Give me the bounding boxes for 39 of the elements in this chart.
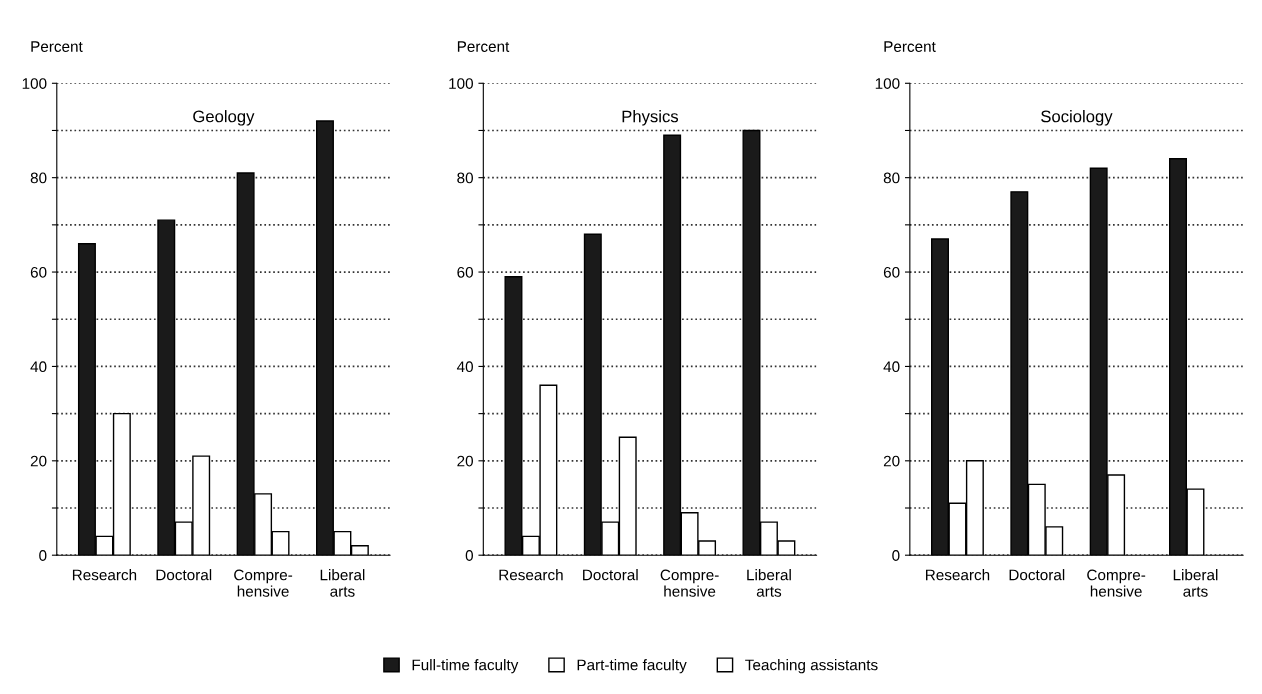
y-tick-label: 20 (30, 455, 47, 467)
y-tick-label: 20 (883, 455, 900, 467)
y-tick-label: 0 (39, 550, 47, 561)
x-tick-label: Liberal arts (1173, 569, 1218, 597)
y-tick-label: 0 (892, 550, 900, 561)
y-tick-label: 40 (883, 361, 900, 373)
x-tick-label: Doctoral (156, 569, 212, 581)
y-tick-label: 40 (30, 361, 47, 373)
y-tick-label: 20 (457, 455, 473, 467)
y-tick-label: 80 (457, 172, 473, 184)
legend-label: Full-time faculty (412, 659, 519, 674)
x-tick-label: Compre- hensive (1087, 569, 1146, 597)
x-tick-label: Research (926, 569, 990, 581)
y-tick-label: 100 (875, 78, 900, 89)
text: Sociology (1041, 110, 1113, 126)
y-tick-label: 100 (22, 78, 47, 89)
y-tick-label: 40 (456, 361, 473, 373)
x-tick-label: Doctoral (583, 569, 638, 581)
y-axis-title: Percent (457, 41, 510, 52)
text: Physics (622, 110, 679, 126)
x-tick-label: Doctoral (1009, 569, 1065, 581)
x-tick-label: Research (499, 569, 563, 581)
x-tick-label: Compre- hensive (234, 569, 293, 597)
y-tick-label: 80 (30, 172, 47, 184)
text: Geology (193, 110, 255, 126)
y-tick-label: 100 (449, 78, 473, 89)
x-tick-label: Compre- hensive (660, 569, 719, 597)
y-tick-label: 80 (883, 172, 900, 184)
y-tick-label: 60 (457, 266, 473, 278)
y-tick-label: 60 (883, 266, 900, 278)
y-tick-label: 60 (30, 266, 47, 278)
x-tick-label: Liberal arts (747, 569, 791, 597)
x-tick-label: Liberal arts (320, 569, 365, 597)
legend-label: Part-time faculty (577, 659, 687, 674)
y-axis-title: Percent (31, 41, 83, 52)
y-tick-label: 0 (465, 550, 473, 561)
y-axis-title: Percent (884, 41, 936, 52)
legend-label: Teaching assistants (745, 659, 878, 674)
x-tick-label: Research (72, 569, 137, 581)
